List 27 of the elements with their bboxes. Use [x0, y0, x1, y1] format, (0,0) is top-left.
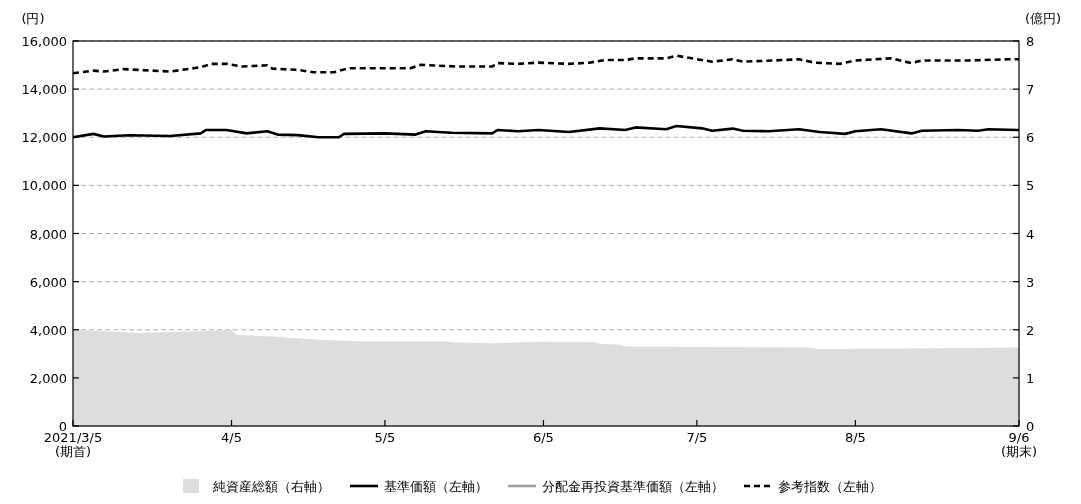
y-tick-label: 4,000	[29, 322, 67, 338]
legend-label: 基準価額（左軸）	[384, 479, 488, 494]
y-tick-label: 8,000	[29, 226, 67, 242]
y2-tick-label: 4	[1026, 226, 1035, 242]
legend-label: 参考指数（左軸）	[778, 479, 882, 494]
x-tick-label: 4/5	[221, 430, 242, 445]
y-tick-label: 10,000	[21, 178, 67, 194]
y2-tick-label: 5	[1026, 178, 1035, 194]
y2-tick-label: 6	[1026, 130, 1035, 146]
legend-label: 分配金再投資基準価額（左軸）	[542, 479, 724, 494]
y-tick-label: 16,000	[21, 34, 67, 49]
y2-tick-label: 7	[1026, 82, 1035, 98]
x-tick-label: 5/5	[374, 430, 396, 445]
y-tick-label: 6,000	[29, 274, 67, 290]
y-axis-title: (円)	[21, 11, 45, 26]
y2-tick-label: 8	[1026, 34, 1035, 49]
y-tick-label: 2,000	[29, 370, 67, 386]
y2-tick-label: 1	[1026, 370, 1035, 386]
y2-axis-title: (億円)	[1024, 11, 1062, 26]
legend-label: 純資産総額（右軸）	[213, 479, 330, 494]
y-tick-label: 12,000	[21, 130, 67, 146]
x-tick-label: 7/5	[686, 430, 708, 445]
y2-tick-label: 3	[1026, 274, 1035, 290]
x-tick-label: 6/5	[532, 430, 554, 445]
y2-tick-label: 2	[1026, 322, 1035, 338]
x-tick-label: 8/5	[844, 430, 866, 445]
y-tick-label: 14,000	[21, 82, 67, 98]
